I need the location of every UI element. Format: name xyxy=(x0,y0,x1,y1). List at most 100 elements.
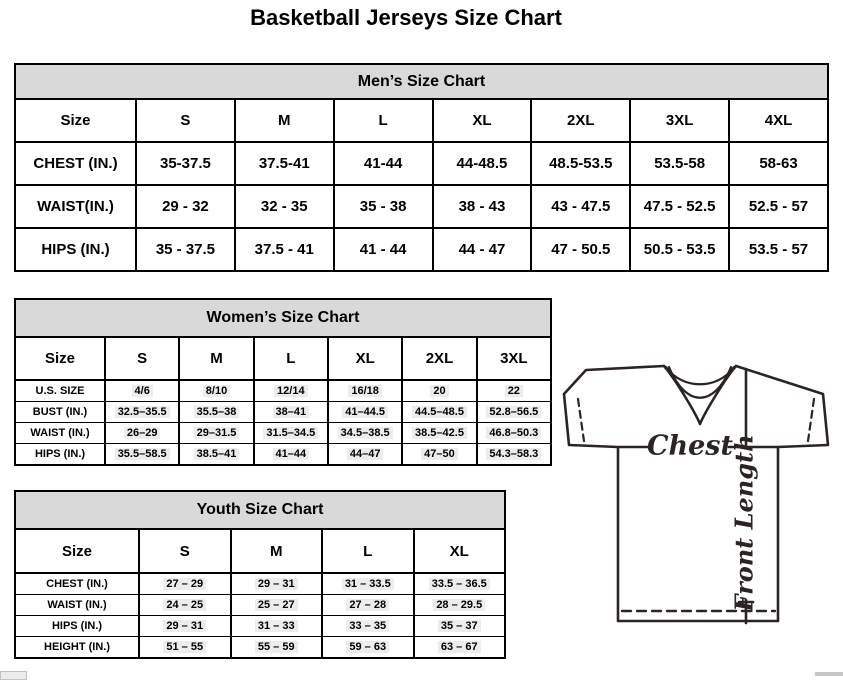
womens-size-value: 44.5–48.5 xyxy=(412,406,467,418)
womens-table-body: U.S. SIZE 4/6 8/10 12/14 16/18 20 22 BUST (IN.)… xyxy=(14,379,553,466)
mens-size-cell: 52.5 - 57 xyxy=(728,184,829,229)
womens-size-cell: 26–29 xyxy=(103,422,181,444)
youth-size-value: 33.5 – 36.5 xyxy=(428,578,490,590)
mens-size-value: 52.5 - 57 xyxy=(748,198,809,215)
mens-column-header: Size xyxy=(14,98,137,143)
mens-table-row: CHEST (IN.) 35-37.5 37.5-41 41-44 44-48.5 48.… xyxy=(14,141,829,186)
youth-size-cell: 27 – 28 xyxy=(321,594,415,616)
womens-size-value: 29–31.5 xyxy=(193,427,240,439)
youth-size-value: 25 – 27 xyxy=(254,599,298,611)
womens-size-value: 38–41 xyxy=(272,406,310,418)
womens-column-header-row: Size S M L XL 2XL 3XL xyxy=(14,336,553,381)
youth-table-row: WAIST (IN.) 24 – 25 25 – 27 27 – 28 28 – 29.… xyxy=(14,594,506,616)
chest-label: Chest xyxy=(647,431,733,462)
womens-size-cell: 52.8–56.5 xyxy=(475,401,553,423)
womens-size-cell: 12/14 xyxy=(252,379,329,402)
womens-size-cell: 20 xyxy=(401,379,478,402)
mens-size-value: 35-37.5 xyxy=(159,155,211,172)
youth-size-cell: 29 – 31 xyxy=(229,572,323,595)
mens-size-value: 44 - 47 xyxy=(458,241,506,258)
womens-column-header: XL xyxy=(326,336,404,381)
horizontal-scrollbar-thumb-right[interactable] xyxy=(815,672,843,676)
youth-size-cell: 27 – 29 xyxy=(138,572,232,595)
youth-row-label: HIPS (IN.) xyxy=(14,615,140,637)
mens-size-cell: 41-44 xyxy=(332,141,434,186)
womens-column-header: M xyxy=(178,336,255,381)
youth-size-cell: 31 – 33 xyxy=(229,615,323,637)
womens-size-cell: 46.8–50.3 xyxy=(475,422,553,444)
youth-size-chart: Youth Size Chart Size S M L XL CHEST (IN.) 27… xyxy=(14,490,506,659)
youth-table: Size S M L XL CHEST (IN.) 27 – 29 29 – 31 31 – … xyxy=(14,528,506,659)
youth-size-cell: 55 – 59 xyxy=(229,636,323,659)
mens-size-value: 43 - 47.5 xyxy=(551,198,611,215)
mens-size-value: 47.5 - 52.5 xyxy=(643,198,716,215)
youth-size-cell: 28 – 29.5 xyxy=(412,594,506,616)
womens-size-value: 35.5–58.5 xyxy=(114,448,170,460)
womens-size-value: 38.5–41 xyxy=(193,448,240,460)
youth-size-cell: 63 – 67 xyxy=(412,636,506,659)
womens-size-cell: 41–44 xyxy=(252,443,329,466)
womens-size-value: 34.5–38.5 xyxy=(337,427,393,439)
mens-size-cell: 58-63 xyxy=(728,141,829,186)
womens-size-cell: 31.5–34.5 xyxy=(252,422,329,444)
mens-size-value: 58-63 xyxy=(759,155,798,172)
youth-size-value: 29 – 31 xyxy=(254,578,298,590)
mens-size-cell: 35-37.5 xyxy=(135,141,236,186)
front-length-label: Front Length xyxy=(730,434,759,612)
youth-size-cell: 25 – 27 xyxy=(229,594,323,616)
womens-size-value: 12/14 xyxy=(274,385,308,397)
youth-size-value: 35 – 37 xyxy=(437,620,481,632)
mens-row-label: WAIST(IN.) xyxy=(14,184,137,229)
womens-table-row: HIPS (IN.) 35.5–58.5 38.5–41 41–44 44–47 47–5… xyxy=(14,443,553,466)
youth-size-value: 59 – 63 xyxy=(346,641,390,653)
mens-column-header: L xyxy=(332,98,434,143)
mens-table-row: HIPS (IN.) 35 - 37.5 37.5 - 41 41 - 44 44 - … xyxy=(14,227,829,272)
page-title: Basketball Jerseys Size Chart xyxy=(250,5,562,30)
mens-row-label: CHEST (IN.) xyxy=(14,141,137,186)
womens-column-header: 3XL xyxy=(475,336,553,381)
womens-size-cell: 32.5–35.5 xyxy=(103,401,181,423)
right-cuff-dashed-line xyxy=(806,397,816,443)
womens-size-cell: 44–47 xyxy=(326,443,404,466)
mens-size-cell: 44-48.5 xyxy=(431,141,533,186)
left-cuff-dashed-line xyxy=(576,397,586,443)
womens-size-cell: 47–50 xyxy=(401,443,478,466)
womens-size-cell: 41–44.5 xyxy=(326,401,404,423)
mens-column-header-row: Size S M L XL 2XL 3XL 4XL xyxy=(14,98,829,143)
mens-table-row: WAIST(IN.) 29 - 32 32 - 35 35 - 38 38 - 43 43… xyxy=(14,184,829,229)
youth-column-header: M xyxy=(229,528,323,574)
mens-size-cell: 35 - 37.5 xyxy=(135,227,236,272)
youth-row-label: HEIGHT (IN.) xyxy=(14,636,140,659)
womens-size-value: 22 xyxy=(504,385,523,397)
youth-size-value: 31 – 33.5 xyxy=(341,578,394,590)
mens-size-value: 29 - 32 xyxy=(162,198,209,215)
youth-column-header: XL xyxy=(412,528,506,574)
mens-column-header: XL xyxy=(431,98,533,143)
youth-size-value: 55 – 59 xyxy=(254,641,298,653)
womens-table-row: WAIST (IN.) 26–29 29–31.5 31.5–34.5 34.5–38.… xyxy=(14,422,553,444)
youth-column-header-row: Size S M L XL xyxy=(14,528,506,574)
youth-table-row: HEIGHT (IN.) 51 – 55 55 – 59 59 – 63 63 – 67 xyxy=(14,636,506,659)
youth-size-value: 24 – 25 xyxy=(163,599,207,611)
mens-size-value: 47 - 50.5 xyxy=(551,241,611,258)
youth-size-cell: 31 – 33.5 xyxy=(321,572,415,595)
womens-size-value: 4/6 xyxy=(131,385,153,397)
mens-size-value: 37.5-41 xyxy=(258,155,310,172)
womens-size-cell: 54.3–58.3 xyxy=(475,443,553,466)
womens-row-label: HIPS (IN.) xyxy=(14,443,106,466)
youth-chart-header: Youth Size Chart xyxy=(14,490,506,530)
jersey-measurement-diagram: Chest Front Length xyxy=(562,364,830,625)
mens-size-cell: 32 - 35 xyxy=(233,184,335,229)
mens-size-value: 32 - 35 xyxy=(260,198,308,215)
youth-size-cell: 35 – 37 xyxy=(412,615,506,637)
mens-size-value: 38 - 43 xyxy=(458,198,506,215)
youth-size-cell: 29 – 31 xyxy=(138,615,232,637)
womens-size-value: 38.5–42.5 xyxy=(412,427,467,439)
womens-column-header: 2XL xyxy=(401,336,478,381)
womens-size-cell: 38.5–42.5 xyxy=(401,422,478,444)
womens-size-value: 54.3–58.3 xyxy=(486,448,542,460)
mens-size-cell: 47.5 - 52.5 xyxy=(629,184,731,229)
womens-size-cell: 29–31.5 xyxy=(178,422,255,444)
mens-size-cell: 37.5-41 xyxy=(233,141,335,186)
womens-size-value: 47–50 xyxy=(421,448,458,460)
